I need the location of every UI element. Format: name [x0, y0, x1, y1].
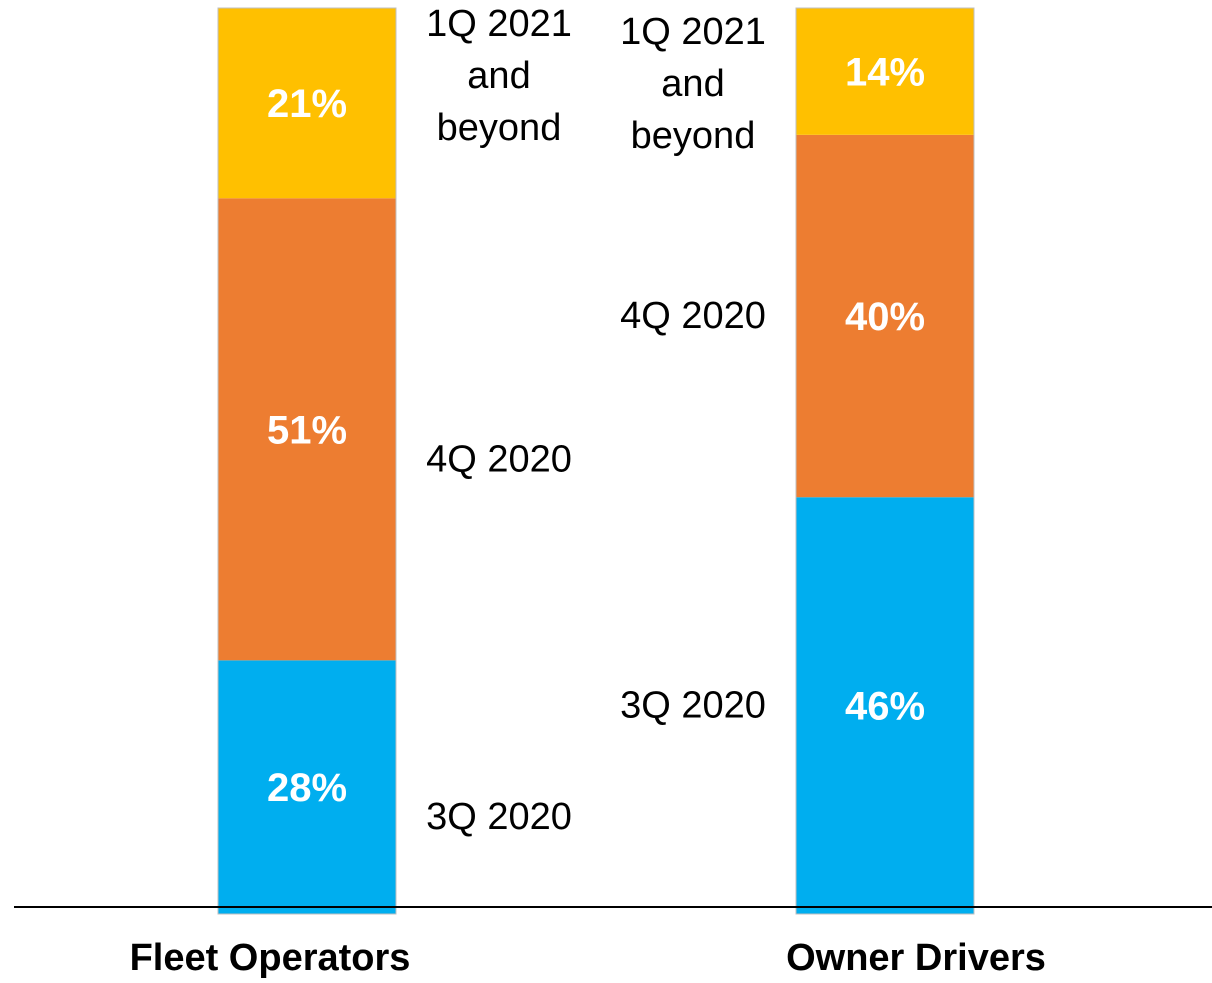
bar-segment-fleet-operators-3q-2020	[218, 660, 396, 914]
series-label-fleet-operators-1q-2021-and-beyond: 1Q 2021 and beyond	[426, 3, 572, 149]
category-label-fleet-operators: Fleet Operators	[130, 937, 411, 978]
series-label-owner-drivers-3q-2020: 3Q 2020	[620, 685, 766, 727]
bar-segment-fleet-operators-4q-2020	[218, 198, 396, 661]
data-label-owner-drivers-4q-2020: 40%	[845, 295, 925, 339]
bar-outline-fleet-operators	[217, 7, 397, 915]
bar-outline-owner-drivers	[795, 7, 975, 915]
data-label-owner-drivers-3q-2020: 46%	[845, 685, 925, 729]
series-label-owner-drivers-4q-2020: 4Q 2020	[620, 295, 766, 337]
data-label-owner-drivers-1q-2021-and-beyond: 14%	[845, 50, 925, 94]
data-label-fleet-operators-1q-2021-and-beyond: 21%	[267, 82, 347, 126]
bar-segment-owner-drivers-3q-2020	[796, 497, 974, 914]
data-label-fleet-operators-3q-2020: 28%	[267, 766, 347, 810]
bar-segment-owner-drivers-4q-2020	[796, 134, 974, 498]
data-label-fleet-operators-4q-2020: 51%	[267, 408, 347, 452]
series-label-fleet-operators-3q-2020: 3Q 2020	[426, 796, 572, 838]
category-label-owner-drivers: Owner Drivers	[786, 937, 1046, 978]
bar-segment-owner-drivers-1q-2021-and-beyond	[796, 8, 974, 135]
series-label-fleet-operators-4q-2020: 4Q 2020	[426, 438, 572, 480]
series-label-owner-drivers-1q-2021-and-beyond: 1Q 2021 and beyond	[620, 11, 766, 157]
bar-segment-fleet-operators-1q-2021-and-beyond	[218, 8, 396, 199]
